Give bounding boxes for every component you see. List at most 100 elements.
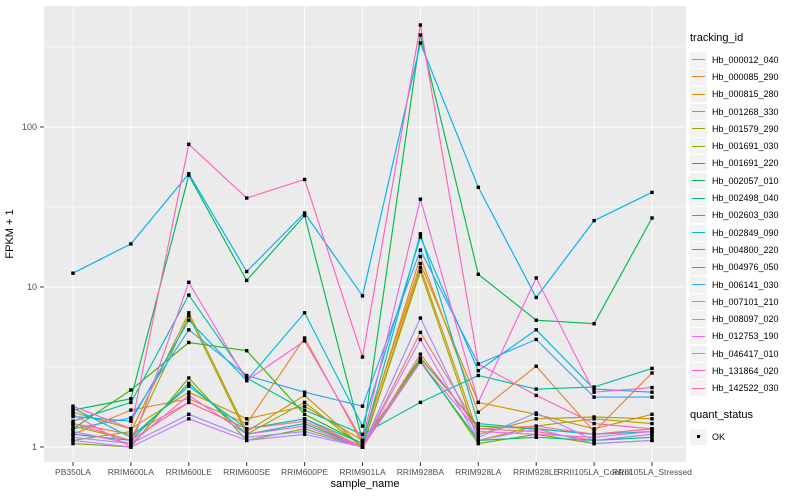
tick-labels: 1 10 100 PB350LA RRIM600LA RRIM600LE RRIM600SE… xyxy=(22,122,692,477)
legend-key xyxy=(690,241,707,258)
data-point xyxy=(592,387,596,391)
data-point xyxy=(534,411,538,415)
data-point xyxy=(129,419,133,423)
data-point xyxy=(476,427,480,431)
legend-item-label: Hb_004800_220 xyxy=(712,244,779,255)
data-point xyxy=(592,218,596,223)
legend-key xyxy=(690,155,707,172)
data-point xyxy=(71,406,75,410)
legend-line-swatch xyxy=(692,145,705,147)
data-point xyxy=(245,417,249,421)
legend-line-swatch xyxy=(692,335,705,337)
legend-item: Hb_002057_010 xyxy=(690,172,800,189)
data-point xyxy=(418,261,423,266)
data-point xyxy=(418,360,423,364)
legend-key xyxy=(690,259,707,276)
data-point xyxy=(476,272,480,276)
data-point xyxy=(476,435,480,439)
data-point xyxy=(360,355,365,359)
data-point xyxy=(302,412,307,416)
data-point xyxy=(418,254,423,259)
legend-item: Hb_142522_030 xyxy=(690,380,800,397)
data-point xyxy=(476,373,480,378)
data-point xyxy=(71,414,75,419)
data-point xyxy=(129,400,133,405)
data-point xyxy=(302,177,307,182)
data-point xyxy=(418,330,423,335)
data-point xyxy=(187,318,191,322)
y-tick-label: 1 xyxy=(32,442,37,452)
data-point xyxy=(592,429,596,434)
legend-item-label: Hb_001579_290 xyxy=(712,123,779,134)
data-point xyxy=(187,412,191,416)
data-point xyxy=(534,387,538,391)
data-point xyxy=(360,432,365,436)
data-point xyxy=(476,438,480,443)
data-point xyxy=(476,441,480,446)
data-point xyxy=(187,280,191,284)
data-point xyxy=(592,390,596,394)
data-point xyxy=(592,417,596,421)
data-point xyxy=(245,376,249,380)
legend-key xyxy=(690,276,707,293)
data-points xyxy=(71,23,654,449)
legend-item: Hb_000085_290 xyxy=(690,68,800,85)
data-point xyxy=(476,400,480,405)
data-point xyxy=(418,316,423,320)
data-point xyxy=(534,295,538,300)
legend-item: Hb_002498_040 xyxy=(690,189,800,207)
data-point xyxy=(71,429,75,434)
legend-key xyxy=(690,68,707,85)
data-point xyxy=(187,397,191,401)
legend-item-label: Hb_000012_040 xyxy=(712,54,779,65)
data-point xyxy=(360,424,365,428)
data-point xyxy=(129,438,133,443)
legend-item-label: Hb_001691_030 xyxy=(712,141,779,152)
data-point xyxy=(245,278,249,283)
data-point xyxy=(129,427,133,431)
data-point xyxy=(302,213,307,218)
data-point xyxy=(71,412,75,416)
legend-items: Hb_000012_040 Hb_000085_290 Hb_000815_280 H… xyxy=(690,51,800,397)
data-point xyxy=(418,356,423,360)
x-tick-label: RRIM600LA xyxy=(108,467,155,477)
y-tick-label: 100 xyxy=(22,122,37,132)
data-point xyxy=(245,373,249,378)
data-point xyxy=(592,438,596,443)
data-point xyxy=(534,432,538,436)
legend-key xyxy=(690,86,707,103)
data-point xyxy=(418,23,423,27)
legend-item-label: Hb_131864_020 xyxy=(712,365,779,376)
data-point xyxy=(650,216,654,220)
data-point xyxy=(534,393,538,398)
legend-item: Hb_000815_280 xyxy=(690,86,800,103)
data-point xyxy=(360,438,365,443)
data-point xyxy=(418,197,423,201)
axis-ticks xyxy=(40,126,653,466)
data-point xyxy=(302,424,307,428)
data-point xyxy=(187,390,191,394)
data-point xyxy=(534,328,538,332)
legend-item-label: Hb_008097_020 xyxy=(712,314,779,325)
data-point xyxy=(534,364,538,368)
data-point xyxy=(476,185,480,189)
data-point xyxy=(129,416,133,420)
data-point xyxy=(650,435,654,439)
data-point xyxy=(476,410,480,414)
data-point xyxy=(592,435,596,439)
x-tick-label: RRIM928LA xyxy=(455,467,502,477)
data-point xyxy=(245,269,249,274)
legend-line-swatch xyxy=(692,197,705,199)
legend-item: Hb_004976_050 xyxy=(690,259,800,276)
data-point xyxy=(534,427,538,431)
legend-line-swatch xyxy=(692,301,705,303)
data-point xyxy=(650,366,654,371)
data-point xyxy=(476,432,480,436)
legend-line-swatch xyxy=(692,59,705,61)
data-point xyxy=(650,395,654,399)
data-point xyxy=(476,429,480,434)
legend-item-label: Hb_002057_010 xyxy=(712,175,779,186)
legend-key xyxy=(690,120,707,137)
data-point xyxy=(592,432,596,436)
